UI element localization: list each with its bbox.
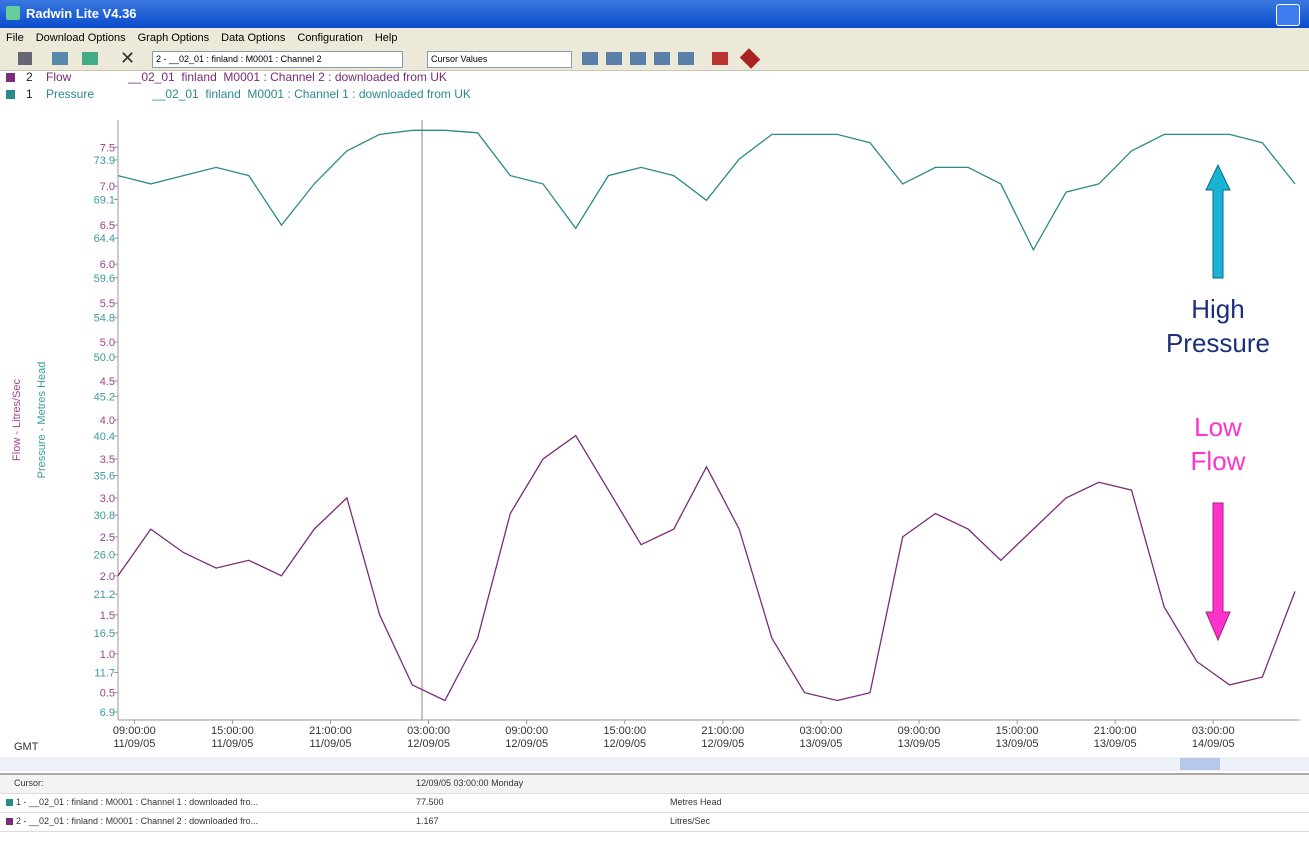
x-tick-label: 21:00:00 13/09/05 bbox=[1093, 725, 1137, 750]
legend-id: 1 bbox=[26, 87, 33, 101]
table-cell: 2 - __02_01 : finland : M0001 : Channel … bbox=[16, 816, 259, 826]
y-tick-label: 16.5 bbox=[94, 628, 115, 640]
menu-item[interactable]: File bbox=[6, 32, 24, 44]
header-cell: 12/09/05 03:00:00 Monday bbox=[416, 778, 524, 788]
table-row: 2 - __02_01 : finland : M0001 : Channel … bbox=[0, 813, 1309, 832]
legend-id: 2 bbox=[26, 70, 33, 84]
toolbar: ✕ 2 - __02_01 : finland : M0001 : Channe… bbox=[0, 48, 1309, 71]
legend-swatch bbox=[6, 90, 15, 99]
arrow-up bbox=[1205, 163, 1231, 279]
tool-icon[interactable] bbox=[82, 52, 98, 65]
table-cell: 77.500 bbox=[416, 797, 444, 807]
y-tick-label: 2.5 bbox=[100, 532, 115, 544]
table-cell: Litres/Sec bbox=[670, 816, 711, 826]
y-tick-label: 5.0 bbox=[100, 337, 115, 349]
delete-icon[interactable]: ✕ bbox=[120, 48, 136, 68]
y-tick-label: 50.0 bbox=[94, 352, 115, 364]
y-tick-label: 54.8 bbox=[94, 312, 115, 324]
scrollbar[interactable] bbox=[0, 757, 1309, 771]
annotation: High Pressure bbox=[1165, 294, 1271, 358]
y2-axis-title: Pressure - Metres Head bbox=[36, 362, 48, 479]
legend-description: __02_01 finland M0001 : Channel 1 : down… bbox=[152, 87, 471, 101]
y-tick-label: 40.4 bbox=[94, 431, 115, 443]
y-tick-label: 11.7 bbox=[94, 667, 115, 679]
y-tick-label: 21.2 bbox=[94, 589, 115, 601]
print-icon[interactable] bbox=[18, 52, 32, 65]
row-swatch bbox=[6, 818, 13, 825]
table-cell: Metres Head bbox=[670, 797, 722, 807]
y-tick-label: 0.5 bbox=[100, 688, 115, 700]
app-icon bbox=[6, 6, 20, 20]
table-cell: 1.167 bbox=[416, 816, 439, 826]
y-tick-label: 5.5 bbox=[100, 298, 115, 310]
menu-item[interactable]: Data Options bbox=[221, 32, 286, 44]
cursor-table: Cursor: 12/09/05 03:00:00 Monday 1 - __0… bbox=[0, 773, 1309, 849]
row-swatch bbox=[6, 799, 13, 806]
menu-bar: File Download Options Graph Options Data Op… bbox=[0, 28, 1309, 48]
y-tick-label: 1.0 bbox=[100, 649, 115, 661]
legend-name: Flow bbox=[46, 70, 72, 84]
x-tick-label: 15:00:00 13/09/05 bbox=[995, 725, 1039, 750]
y-tick-label: 7.5 bbox=[100, 142, 115, 154]
y-tick-label: 3.0 bbox=[100, 493, 115, 505]
y-tick-label: 35.6 bbox=[94, 471, 115, 483]
annotation: Low Flow bbox=[1190, 412, 1246, 476]
y-tick-label: 4.5 bbox=[100, 376, 115, 388]
header-cell: Cursor: bbox=[14, 778, 44, 788]
zoom-reset-icon[interactable] bbox=[712, 52, 728, 65]
table-cell: 1 - __02_01 : finland : M0001 : Channel … bbox=[16, 797, 259, 807]
y-tick-label: 3.5 bbox=[100, 454, 115, 466]
y-tick-label: 6.5 bbox=[100, 220, 115, 232]
y-tick-label: 6.9 bbox=[100, 707, 115, 719]
legend-description: __02_01 finland M0001 : Channel 2 : down… bbox=[128, 70, 447, 84]
zoom-icons[interactable] bbox=[582, 52, 702, 65]
x-tick-label: 03:00:00 13/09/05 bbox=[799, 725, 843, 750]
x-axis-title: GMT bbox=[14, 741, 39, 753]
scroll-thumb[interactable] bbox=[1180, 758, 1220, 770]
minimize-button[interactable] bbox=[1276, 4, 1300, 26]
x-tick-label: 09:00:00 13/09/05 bbox=[897, 725, 941, 750]
x-tick-label: 03:00:00 12/09/05 bbox=[407, 725, 450, 750]
y-tick-label: 26.0 bbox=[94, 550, 115, 562]
x-tick-label: 09:00:00 11/09/05 bbox=[112, 725, 156, 750]
x-tick-label: 15:00:00 12/09/05 bbox=[603, 725, 647, 750]
y-tick-label: 73.9 bbox=[94, 155, 115, 167]
x-tick-label: 21:00:00 12/09/05 bbox=[701, 725, 745, 750]
title-bar: Radwin Lite V4.36 bbox=[0, 0, 1309, 28]
x-tick-label: 21:00:00 11/09/05 bbox=[309, 725, 352, 750]
legend-name: Pressure bbox=[46, 87, 95, 101]
window-title: Radwin Lite V4.36 bbox=[26, 6, 137, 21]
tool-icon[interactable] bbox=[52, 52, 68, 65]
arrow-down bbox=[1205, 502, 1231, 642]
y-tick-label: 30.8 bbox=[94, 510, 115, 522]
menu-item[interactable]: Configuration bbox=[297, 32, 363, 44]
view-select[interactable]: Cursor Values bbox=[427, 51, 572, 68]
y-tick-label: 2.0 bbox=[100, 571, 115, 583]
y-axis-title: Flow - Litres/Sec bbox=[11, 379, 23, 461]
y-tick-label: 6.0 bbox=[100, 259, 115, 271]
series-line bbox=[117, 434, 1296, 702]
y-tick-label: 4.0 bbox=[100, 415, 115, 427]
y-tick-label: 1.5 bbox=[100, 610, 115, 622]
x-tick-label: 15:00:00 11/09/05 bbox=[211, 725, 254, 750]
menu-item[interactable]: Graph Options bbox=[137, 32, 210, 44]
menu-item[interactable]: Help bbox=[374, 32, 398, 44]
y-tick-label: 69.1 bbox=[94, 195, 115, 207]
y-tick-label: 64.4 bbox=[94, 233, 115, 245]
x-tick-label: 09:00:00 12/09/05 bbox=[505, 725, 549, 750]
menu-item[interactable]: Download Options bbox=[35, 32, 126, 44]
table-header: Cursor: 12/09/05 03:00:00 Monday bbox=[0, 775, 1309, 794]
x-tick-label: 03:00:00 14/09/05 bbox=[1191, 725, 1235, 750]
y-tick-label: 59.6 bbox=[94, 273, 115, 285]
series-line bbox=[117, 129, 1296, 252]
y-tick-label: 7.0 bbox=[100, 181, 115, 193]
table-row: 1 - __02_01 : finland : M0001 : Channel … bbox=[0, 794, 1309, 813]
legend-swatch bbox=[6, 73, 15, 82]
channel-select[interactable]: 2 - __02_01 : finland : M0001 : Channel … bbox=[152, 51, 403, 68]
y-tick-label: 45.2 bbox=[94, 391, 115, 403]
